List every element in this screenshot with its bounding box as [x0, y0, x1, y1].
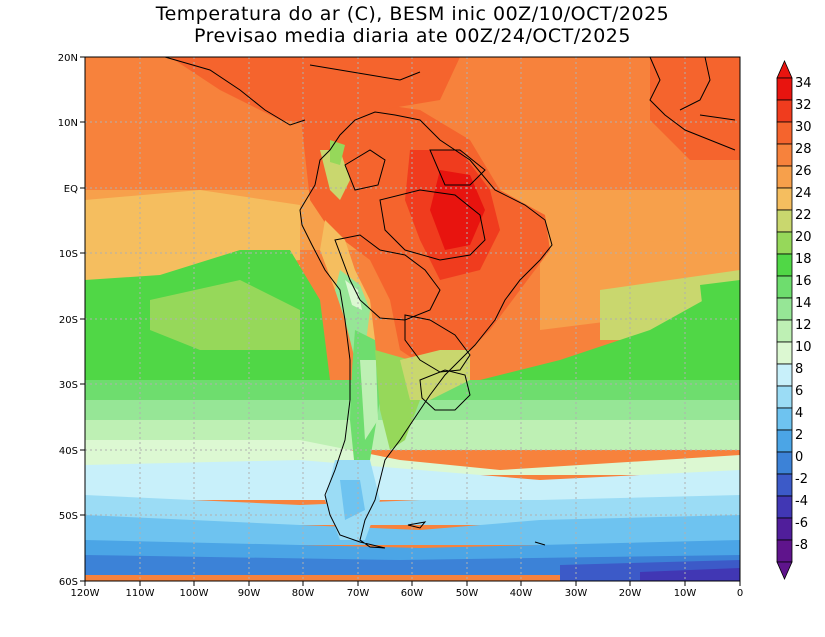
colorbar-label: 28	[795, 142, 812, 157]
colorbar-label: 10	[795, 340, 812, 355]
lon-label: 70W	[347, 588, 370, 599]
axis-ticks	[80, 56, 741, 586]
colorbar-swatch	[776, 121, 793, 145]
colorbar-label: 16	[795, 274, 812, 289]
lon-label: 30W	[565, 588, 588, 599]
lat-label: 20S	[59, 315, 78, 326]
colorbar-swatch	[776, 143, 793, 167]
lat-label: EQ	[64, 184, 78, 195]
colorbar-label: 12	[795, 318, 812, 333]
colorbar-swatch	[776, 319, 793, 343]
colorbar-swatch	[776, 99, 793, 123]
colorbar-label: 30	[795, 120, 812, 135]
colorbar-swatch	[776, 407, 793, 431]
colorbar-label: 34	[795, 76, 812, 91]
lat-label: 10S	[59, 249, 78, 260]
coastlines	[164, 56, 736, 549]
lat-axis-labels: 20N 10N EQ 10S 20S 30S 40S 50S 60S	[58, 53, 78, 588]
colorbar-label: 14	[795, 296, 812, 311]
colorbar-swatch	[776, 341, 793, 365]
graticule	[85, 57, 740, 581]
colorbar-label: 0	[795, 450, 803, 465]
lat-label: 20N	[58, 53, 78, 64]
colorbar-label: -4	[795, 494, 808, 509]
lon-label: 20W	[619, 588, 642, 599]
lat-label: 50S	[59, 511, 78, 522]
lon-label: 80W	[292, 588, 315, 599]
colorbar-label: 6	[795, 384, 803, 399]
colorbar-label: -8	[795, 538, 808, 553]
colorbar-swatch	[776, 187, 793, 211]
lon-label: 120W	[71, 588, 100, 599]
colorbar-label: 24	[795, 186, 812, 201]
colorbar-label: -6	[795, 516, 808, 531]
lat-label: 40S	[59, 446, 78, 457]
colorbar-swatch	[776, 473, 793, 497]
lon-label: 50W	[456, 588, 479, 599]
colorbar-label: 32	[795, 98, 812, 113]
colorbar-swatch	[776, 253, 793, 277]
lon-label: 60W	[401, 588, 424, 599]
lat-label: 60S	[59, 577, 78, 588]
lat-label: 30S	[59, 380, 78, 391]
lon-axis-labels: 120W 110W 100W 90W 80W 70W 60W 50W 40W 3…	[71, 588, 744, 599]
colorbar-swatch	[776, 77, 793, 101]
lat-label: 10N	[58, 118, 78, 129]
colorbar-swatch	[776, 451, 793, 475]
colorbar-label: 4	[795, 406, 803, 421]
colorbar-label: 26	[795, 164, 812, 179]
colorbar-swatch	[776, 539, 793, 563]
colorbar-swatch	[776, 495, 793, 519]
chart-title-line2: Previsao media diaria ate 00Z/24/OCT/202…	[194, 25, 631, 47]
lon-label: 0	[737, 588, 743, 599]
colorbar-label: 2	[795, 428, 803, 443]
colorbar-swatch	[776, 209, 793, 233]
colorbar-swatch	[776, 275, 793, 299]
colorbar-swatch	[776, 385, 793, 409]
lon-label: 110W	[126, 588, 155, 599]
colorbar-label: 8	[795, 362, 803, 377]
colorbar-label: 20	[795, 230, 812, 245]
lon-label: 10W	[674, 588, 697, 599]
lon-label: 100W	[180, 588, 209, 599]
colorbar-label: 22	[795, 208, 812, 223]
lon-label: 90W	[238, 588, 261, 599]
colorbar-swatch	[776, 429, 793, 453]
colorbar-swatch	[776, 231, 793, 255]
lon-label: 40W	[510, 588, 533, 599]
colorbar-swatch	[776, 517, 793, 541]
chart-title-line1: Temperatura do ar (C), BESM inic 00Z/10/…	[155, 3, 670, 25]
colorbar-swatch	[776, 363, 793, 387]
colorbar-label: 18	[795, 252, 812, 267]
colorbar-swatch	[776, 165, 793, 189]
colorbar-label: -2	[795, 472, 808, 487]
colorbar-swatch	[776, 297, 793, 321]
colorbar-top-arrow	[776, 60, 793, 79]
colorbar-bottom-arrow	[776, 561, 793, 580]
